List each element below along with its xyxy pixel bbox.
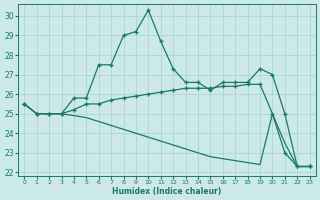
X-axis label: Humidex (Indice chaleur): Humidex (Indice chaleur) bbox=[112, 187, 221, 196]
